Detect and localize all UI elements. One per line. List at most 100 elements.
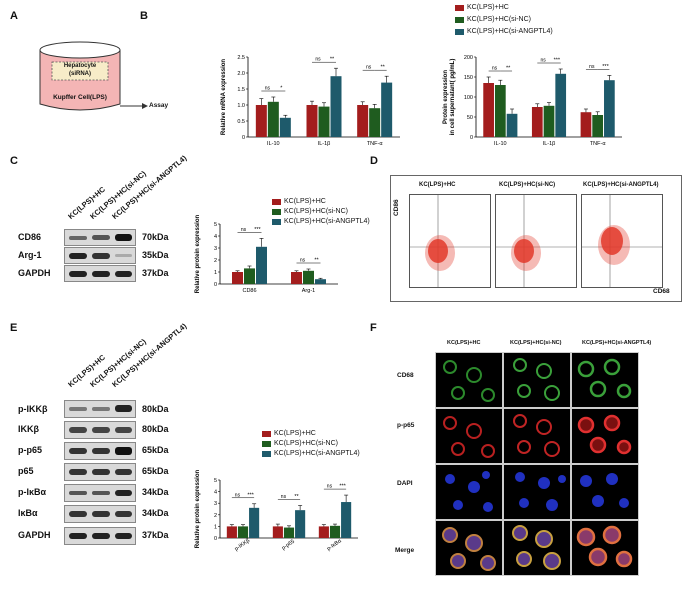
cells-green (443, 360, 495, 402)
y-tick-label: 3 (214, 501, 217, 507)
band (115, 533, 132, 539)
panel-label-b: B (140, 10, 148, 22)
bar (604, 80, 615, 137)
legend-e-label-1: KC(LPS)+HC (274, 430, 316, 437)
bar (291, 272, 302, 284)
blot-e-kda-2: 80kDa (142, 424, 169, 434)
y-tick-label: 0 (214, 536, 217, 542)
bar (318, 106, 330, 137)
micro-pp65-2 (503, 408, 571, 464)
blot-e-row-label-2: IKKβ (18, 424, 39, 434)
bar (543, 105, 555, 137)
y-tick-label: 50 (467, 115, 473, 121)
bar (483, 83, 494, 137)
micro-row-4: Merge (395, 547, 415, 554)
legend-c: KC(LPS)+HC KC(LPS)+HC(si-NC) KC(LPS)+HC(… (272, 198, 370, 232)
micro-dapi-1 (435, 464, 503, 520)
blot-c-kda-2: 35kDa (142, 250, 169, 260)
y-tick-label: 2.0 (237, 71, 245, 77)
legend-e-item-3: KC(LPS)+HC(si-ANGPTL4) (262, 450, 360, 457)
hepatocyte-label: Hepatocyte (siRNA) (52, 62, 108, 78)
flow-title-3: KC(LPS)+HC(si-ANGPTL4) (583, 182, 659, 188)
legend-c-item-3: KC(LPS)+HC(si-ANGPTL4) (272, 218, 370, 225)
micro-merge-1 (435, 520, 503, 576)
blot-c-row-label-3: GAPDH (18, 268, 51, 278)
band (115, 447, 132, 455)
sig-label: * (280, 86, 283, 92)
legend-b: KC(LPS)+HC KC(LPS)+HC(si-NC) KC(LPS)+HC(… (455, 4, 635, 40)
blot-e-strip-2 (64, 421, 136, 439)
y-tick-label: 2 (214, 513, 217, 519)
sig-label: ns (265, 86, 271, 92)
legend-b-item-3: KC(LPS)+HC(si-ANGPTL4) (455, 28, 553, 35)
y-tick-label: 0 (214, 282, 217, 288)
bar (283, 527, 295, 538)
band (69, 491, 87, 495)
sig-label: ** (381, 65, 386, 71)
legend-e-item-1: KC(LPS)+HC (262, 430, 316, 437)
blot-c-kda-1: 70kDa (142, 232, 169, 242)
flow-plot-3 (581, 194, 663, 288)
legend-c-item-1: KC(LPS)+HC (272, 198, 326, 205)
band (115, 271, 132, 277)
legend-c-label-3: KC(LPS)+HC(si-ANGPTL4) (284, 218, 370, 225)
band (115, 469, 132, 475)
legend-b-item-2: KC(LPS)+HC(si-NC) (455, 16, 531, 23)
blot-c-kda-3: 37kDa (142, 268, 169, 278)
legend-swatch-2 (455, 16, 464, 23)
flow-y-axis-label: CD86 (393, 199, 400, 216)
bar (341, 502, 352, 538)
y-tick-label: 150 (464, 75, 473, 81)
band (69, 511, 87, 517)
x-tick-label: CD86 (242, 288, 256, 294)
kupffer-cell-label: Kupffer Cell(LPS) (53, 94, 107, 101)
band (92, 253, 110, 259)
bar (295, 510, 306, 538)
micro-cd68-1 (435, 352, 503, 408)
blot-e-strip-5 (64, 484, 136, 502)
band (69, 407, 87, 411)
legend-b-label-1: KC(LPS)+HC (467, 4, 509, 11)
sig-label: *** (339, 484, 346, 490)
panel-a-schematic: Hepatocyte (siRNA) Kupffer Cell(LPS) Ass… (30, 38, 170, 118)
panel-label-d: D (370, 155, 378, 167)
band (69, 427, 87, 433)
blot-e-row-label-7: GAPDH (18, 530, 51, 540)
flow-plot-2 (495, 194, 577, 288)
micro-pp65-1 (435, 408, 503, 464)
legend-b-item-1: KC(LPS)+HC (455, 4, 509, 11)
band (69, 236, 87, 240)
band (69, 469, 87, 475)
y-tick-label: 1.5 (237, 87, 245, 93)
sig-label: *** (254, 227, 261, 233)
flow-plot-1 (409, 194, 491, 288)
y-tick-label: 0.5 (237, 119, 245, 125)
flow-title-1: KC(LPS)+HC (419, 182, 456, 188)
y-tick-label: 1 (214, 270, 217, 276)
micro-cd68-2 (503, 352, 571, 408)
band (92, 427, 110, 433)
x-tick-label: IL-10 (267, 141, 280, 147)
cells-blue (580, 473, 629, 508)
bar (267, 101, 279, 137)
y-tick-label: 200 (464, 55, 473, 61)
sig-label: ns (300, 258, 306, 264)
y-tick-label: 4 (214, 490, 217, 496)
bar (255, 105, 267, 137)
blot-c-strip-cd86 (64, 229, 136, 246)
panel-label-e: E (10, 322, 18, 334)
cells-red (513, 414, 560, 457)
panel-f-microscopy: KC(LPS)+HC KC(LPS)+HC(si-NC) KC(LPS)+HC(… (385, 340, 675, 580)
band (115, 405, 132, 412)
legend-e-item-2: KC(LPS)+HC(si-NC) (262, 440, 338, 447)
x-tick-label: TNF-α (590, 141, 607, 147)
panel-label-c: C (10, 155, 18, 167)
cells-merge (512, 525, 561, 570)
legend-b-label-2: KC(LPS)+HC(si-NC) (467, 16, 531, 23)
y-tick-label: 5 (214, 222, 217, 228)
x-tick-label: IL-1β (543, 141, 556, 147)
blot-c-strip-arg1 (64, 247, 136, 264)
bar (592, 115, 604, 137)
blot-e-kda-6: 34kDa (142, 508, 169, 518)
hepatocyte-label-line2: (siRNA) (69, 71, 91, 77)
